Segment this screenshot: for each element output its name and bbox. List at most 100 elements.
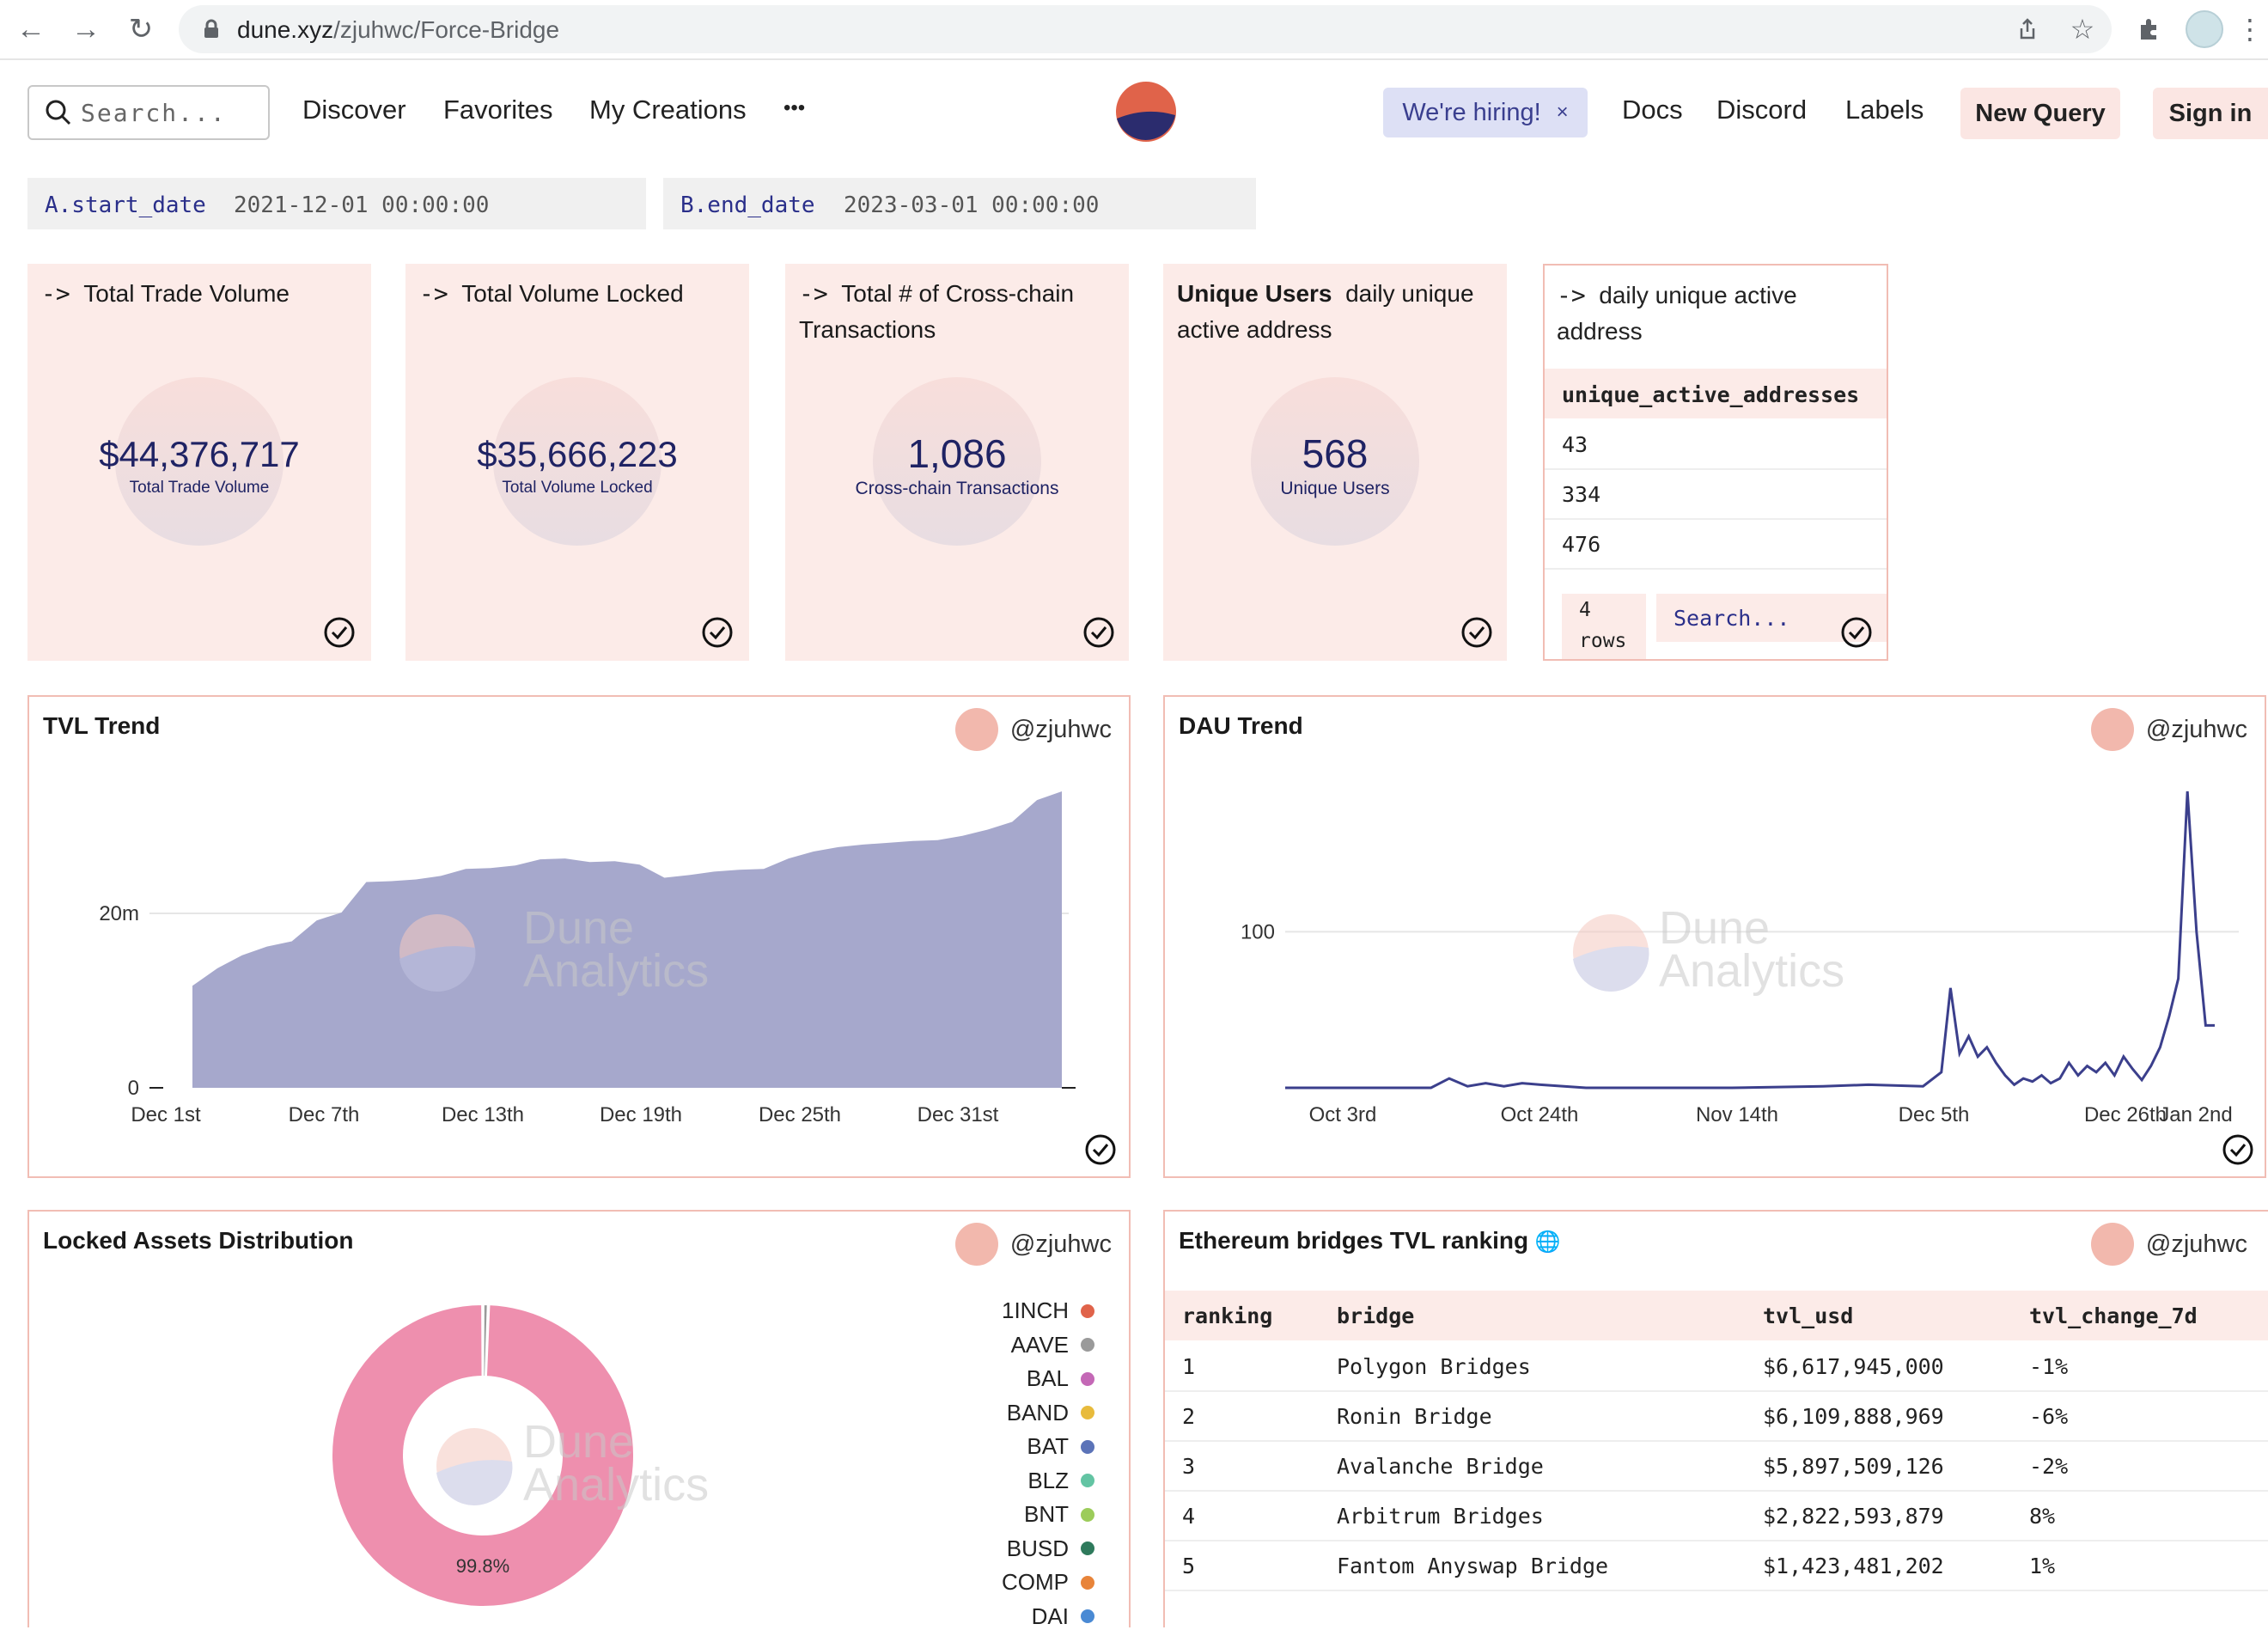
table-cell: -2% — [2029, 1454, 2069, 1479]
dune-watermark: Dune Analytics — [399, 902, 709, 997]
card-title-bold: Unique Users — [1177, 280, 1332, 307]
param-value[interactable]: 2023-03-01 00:00:00 — [844, 192, 1100, 218]
counter-label: Total Trade Volume — [129, 479, 270, 497]
y-tick-label: 0 — [128, 1077, 139, 1100]
arrow-icon: -> — [799, 279, 828, 308]
owner-link[interactable]: @zjuhwc — [2090, 707, 2247, 752]
nav-labels[interactable]: Labels — [1845, 95, 1924, 125]
address-bar[interactable]: dune.xyz/zjuhwc/Force-Bridge ☆ — [179, 5, 2112, 53]
nav-my-creations[interactable]: My Creations — [589, 95, 747, 125]
counter-value: 1,086 — [907, 431, 1007, 476]
legend-item[interactable]: COMP — [1002, 1569, 1094, 1596]
legend-swatch — [1081, 1338, 1094, 1352]
param-start-date[interactable]: A.start_date 2021-12-01 00:00:00 — [27, 178, 646, 229]
panel-title: Locked Assets Distribution — [43, 1227, 354, 1254]
avatar — [2090, 708, 2134, 751]
legend-item[interactable]: BAL — [1027, 1365, 1094, 1392]
avatar — [954, 1223, 998, 1266]
table-cell: 334 — [1562, 482, 1601, 507]
column-header[interactable]: ranking — [1182, 1303, 1273, 1328]
legend-item[interactable]: BAT — [1027, 1433, 1094, 1460]
dune-logo[interactable] — [1115, 81, 1177, 143]
param-key: A.start_date — [45, 192, 206, 218]
check-circle-icon — [2222, 1134, 2253, 1165]
table-cell: 8% — [2029, 1504, 2056, 1529]
table-header: ranking bridge tvl_usd tvl_change_7d — [1165, 1291, 2268, 1340]
column-header[interactable]: bridge — [1337, 1303, 1415, 1328]
counter-card-volume-locked: -> Total Volume Locked $35,666,223 Total… — [405, 264, 749, 661]
legend-item[interactable]: AAVE — [1011, 1332, 1094, 1358]
check-circle-icon — [1461, 617, 1492, 648]
param-end-date[interactable]: B.end_date 2023-03-01 00:00:00 — [663, 178, 1256, 229]
nav-discover[interactable]: Discover — [302, 95, 406, 125]
table-cell: 2 — [1182, 1404, 1196, 1429]
url-text: dune.xyz/zjuhwc/Force-Bridge — [237, 16, 560, 43]
legend-item[interactable]: BNT — [1024, 1501, 1094, 1528]
x-tick-label: Dec 7th — [289, 1103, 360, 1126]
pie-slice-small[interactable] — [482, 1303, 489, 1378]
check-circle-icon — [324, 617, 355, 648]
card-title: Total # of Cross-chain Transactions — [799, 280, 1075, 343]
arrow-icon: -> — [41, 279, 70, 308]
legend-swatch — [1081, 1507, 1094, 1522]
search-input[interactable]: Search... — [27, 85, 270, 140]
share-icon[interactable] — [2009, 10, 2046, 48]
legend-label: BAT — [1027, 1433, 1069, 1459]
counter-value: $44,376,717 — [99, 434, 300, 474]
browser-menu-icon[interactable]: ⋮ — [2236, 14, 2264, 45]
card-title: daily unique active address — [1177, 280, 1474, 343]
reload-icon[interactable]: ↻ — [128, 13, 154, 46]
check-circle-icon — [702, 617, 733, 648]
rows-count: 4 rows — [1562, 594, 1646, 659]
bookmark-star-icon[interactable]: ☆ — [2070, 14, 2095, 45]
param-value[interactable]: 2021-12-01 00:00:00 — [234, 192, 490, 218]
nav-docs[interactable]: Docs — [1622, 95, 1683, 125]
legend-item[interactable]: DAI — [1032, 1603, 1094, 1630]
sign-in-button[interactable]: Sign in — [2153, 88, 2268, 139]
legend-label: BNT — [1024, 1501, 1069, 1527]
check-circle-icon — [1085, 1134, 1116, 1165]
table-header: unique_active_addresses — [1545, 369, 1887, 418]
back-icon[interactable]: ← — [16, 12, 46, 46]
nav-discord[interactable]: Discord — [1716, 95, 1808, 125]
table-search-input[interactable]: Search... — [1656, 594, 1887, 642]
check-circle-icon — [1841, 617, 1872, 648]
counter-label: Unique Users — [1280, 479, 1390, 498]
check-circle-icon — [1083, 617, 1114, 648]
nav-favorites[interactable]: Favorites — [443, 95, 553, 125]
legend-item[interactable]: 1INCH — [1002, 1297, 1094, 1324]
dune-watermark: Dune Analytics — [1573, 902, 1844, 997]
close-icon[interactable]: × — [1556, 101, 1569, 124]
column-header[interactable]: unique_active_addresses — [1562, 382, 1860, 407]
watermark-text: Analytics — [1659, 945, 1844, 997]
legend-swatch — [1081, 1303, 1094, 1318]
column-header[interactable]: tvl_change_7d — [2029, 1303, 2198, 1328]
column-header[interactable]: tvl_usd — [1763, 1303, 1854, 1328]
profile-avatar-icon[interactable] — [2186, 10, 2223, 48]
x-tick-label: Dec 1st — [131, 1103, 201, 1126]
legend-label: BLZ — [1027, 1467, 1069, 1493]
lock-icon — [204, 19, 218, 38]
arrow-icon: -> — [419, 279, 448, 308]
watermark-text: Dune — [523, 1416, 634, 1468]
owner-link[interactable]: @zjuhwc — [954, 1222, 1112, 1267]
owner-link[interactable]: @zjuhwc — [2090, 1222, 2247, 1267]
forward-icon[interactable]: → — [71, 12, 101, 46]
new-query-button[interactable]: New Query — [1960, 88, 2120, 139]
table-cell: $2,822,593,879 — [1763, 1504, 1944, 1529]
hiring-banner[interactable]: We're hiring! × — [1383, 88, 1588, 137]
pie-slice-main[interactable] — [331, 1303, 635, 1608]
legend-item[interactable]: BAND — [1007, 1400, 1094, 1426]
legend-item[interactable]: BLZ — [1027, 1468, 1094, 1494]
table-cell: $1,423,481,202 — [1763, 1554, 1944, 1578]
counter-card-trade-volume: -> Total Trade Volume $44,376,717 Total … — [27, 264, 371, 661]
search-placeholder: Search... — [81, 99, 227, 127]
legend-item[interactable]: BUSD — [1007, 1535, 1094, 1562]
more-menu-icon[interactable]: ••• — [783, 96, 806, 119]
owner-link[interactable]: @zjuhwc — [954, 707, 1112, 752]
x-tick-label: Dec 26th — [2084, 1103, 2167, 1126]
extensions-icon[interactable] — [2131, 10, 2168, 48]
table-cell: 5 — [1182, 1554, 1196, 1578]
panel-title: Ethereum bridges TVL ranking 🌐 — [1179, 1227, 1561, 1254]
legend-label: BUSD — [1006, 1535, 1069, 1561]
